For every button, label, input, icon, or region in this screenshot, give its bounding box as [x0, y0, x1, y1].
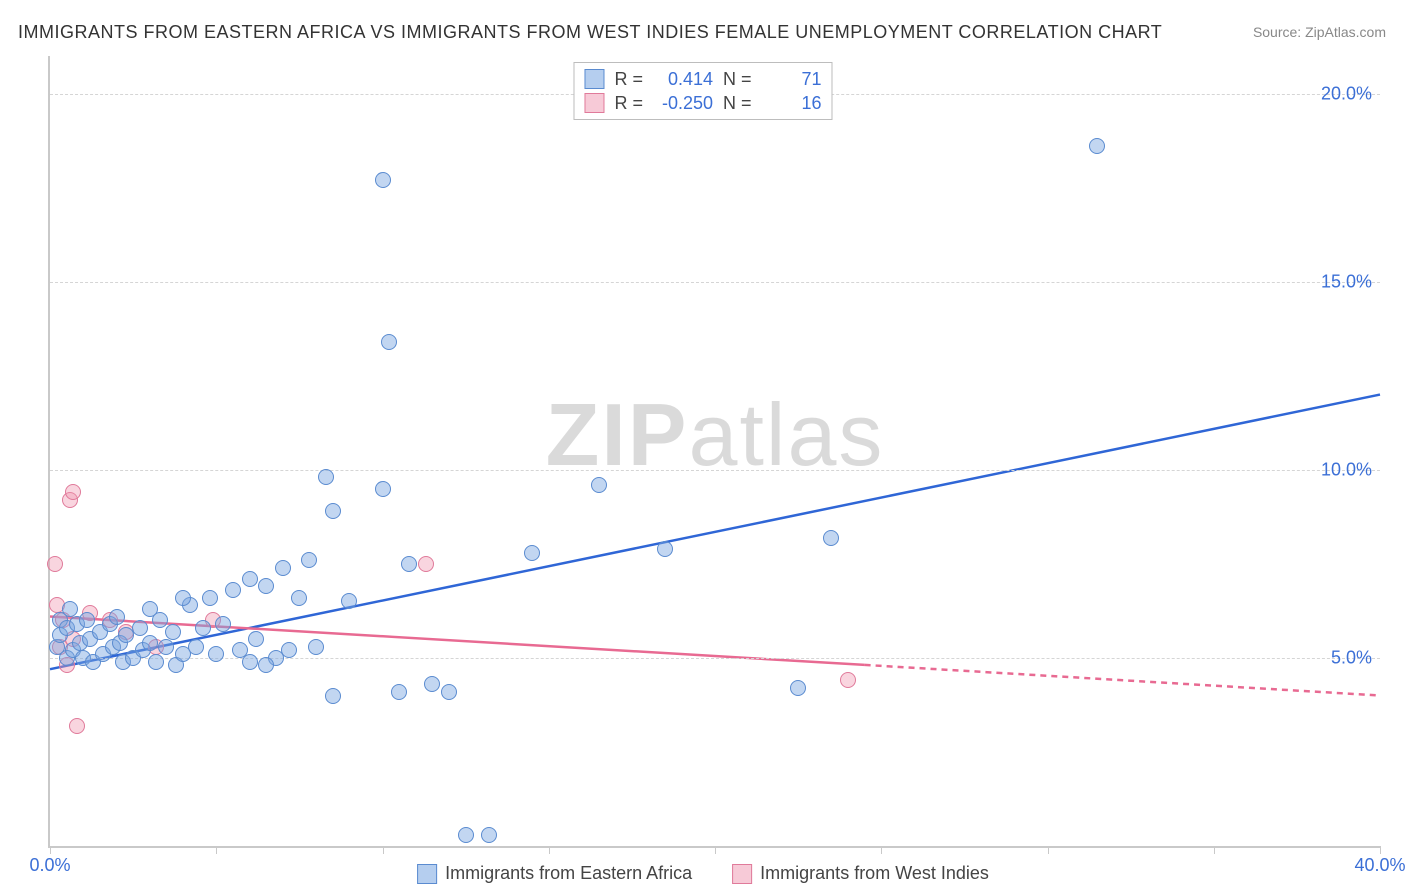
- data-point: [441, 684, 457, 700]
- x-tick: [1380, 846, 1381, 854]
- data-point: [657, 541, 673, 557]
- scatter-plot-area: ZIPatlas 5.0%10.0%15.0%20.0%0.0%40.0%: [48, 56, 1380, 848]
- series-legend: Immigrants from Eastern Africa Immigrant…: [417, 863, 989, 884]
- data-point: [158, 639, 174, 655]
- data-point: [375, 172, 391, 188]
- data-point: [132, 620, 148, 636]
- data-point: [215, 616, 231, 632]
- legend-row-blue: R = 0.414 N = 71: [584, 67, 821, 91]
- gridline: [50, 282, 1380, 283]
- data-point: [840, 672, 856, 688]
- data-point: [195, 620, 211, 636]
- r-value: -0.250: [653, 91, 713, 115]
- data-point: [591, 477, 607, 493]
- legend-label: Immigrants from Eastern Africa: [445, 863, 692, 884]
- data-point: [1089, 138, 1105, 154]
- data-point: [341, 593, 357, 609]
- chart-title: IMMIGRANTS FROM EASTERN AFRICA VS IMMIGR…: [18, 22, 1162, 43]
- legend-item-pink: Immigrants from West Indies: [732, 863, 989, 884]
- legend-label: Immigrants from West Indies: [760, 863, 989, 884]
- data-point: [202, 590, 218, 606]
- data-point: [242, 571, 258, 587]
- x-tick: [216, 846, 217, 854]
- data-point: [109, 609, 125, 625]
- data-point: [790, 680, 806, 696]
- data-point: [308, 639, 324, 655]
- x-tick-label: 40.0%: [1354, 855, 1405, 876]
- y-tick-label: 5.0%: [1331, 647, 1372, 668]
- data-point: [318, 469, 334, 485]
- x-tick: [1048, 846, 1049, 854]
- legend-row-pink: R = -0.250 N = 16: [584, 91, 821, 115]
- x-tick: [715, 846, 716, 854]
- data-point: [281, 642, 297, 658]
- data-point: [65, 484, 81, 500]
- r-label: R =: [614, 67, 643, 91]
- data-point: [418, 556, 434, 572]
- data-point: [47, 556, 63, 572]
- data-point: [481, 827, 497, 843]
- data-point: [142, 635, 158, 651]
- data-point: [152, 612, 168, 628]
- r-value: 0.414: [653, 67, 713, 91]
- data-point: [69, 718, 85, 734]
- data-point: [381, 334, 397, 350]
- trend-lines-layer: [50, 56, 1380, 846]
- data-point: [275, 560, 291, 576]
- n-label: N =: [723, 67, 752, 91]
- data-point: [301, 552, 317, 568]
- data-point: [391, 684, 407, 700]
- watermark-text: ZIPatlas: [546, 384, 885, 486]
- x-tick: [383, 846, 384, 854]
- square-icon: [732, 864, 752, 884]
- x-tick: [549, 846, 550, 854]
- y-tick-label: 10.0%: [1321, 459, 1372, 480]
- source-attribution: Source: ZipAtlas.com: [1253, 24, 1386, 40]
- trend-line: [50, 395, 1380, 670]
- data-point: [401, 556, 417, 572]
- square-icon: [417, 864, 437, 884]
- data-point: [225, 582, 241, 598]
- square-icon: [584, 93, 604, 113]
- y-tick-label: 15.0%: [1321, 271, 1372, 292]
- data-point: [62, 601, 78, 617]
- n-label: N =: [723, 91, 752, 115]
- data-point: [325, 688, 341, 704]
- data-point: [79, 612, 95, 628]
- data-point: [242, 654, 258, 670]
- n-value: 71: [762, 67, 822, 91]
- data-point: [188, 639, 204, 655]
- data-point: [291, 590, 307, 606]
- x-tick-label: 0.0%: [29, 855, 70, 876]
- data-point: [458, 827, 474, 843]
- data-point: [165, 624, 181, 640]
- r-label: R =: [614, 91, 643, 115]
- trend-line: [865, 665, 1380, 696]
- data-point: [375, 481, 391, 497]
- x-tick: [881, 846, 882, 854]
- y-tick-label: 20.0%: [1321, 83, 1372, 104]
- square-icon: [584, 69, 604, 89]
- data-point: [524, 545, 540, 561]
- n-value: 16: [762, 91, 822, 115]
- data-point: [325, 503, 341, 519]
- x-tick: [1214, 846, 1215, 854]
- correlation-legend: R = 0.414 N = 71 R = -0.250 N = 16: [573, 62, 832, 120]
- data-point: [148, 654, 164, 670]
- data-point: [258, 657, 274, 673]
- gridline: [50, 470, 1380, 471]
- data-point: [248, 631, 264, 647]
- x-tick: [50, 846, 51, 854]
- data-point: [424, 676, 440, 692]
- data-point: [208, 646, 224, 662]
- data-point: [258, 578, 274, 594]
- legend-item-blue: Immigrants from Eastern Africa: [417, 863, 692, 884]
- data-point: [823, 530, 839, 546]
- data-point: [175, 590, 191, 606]
